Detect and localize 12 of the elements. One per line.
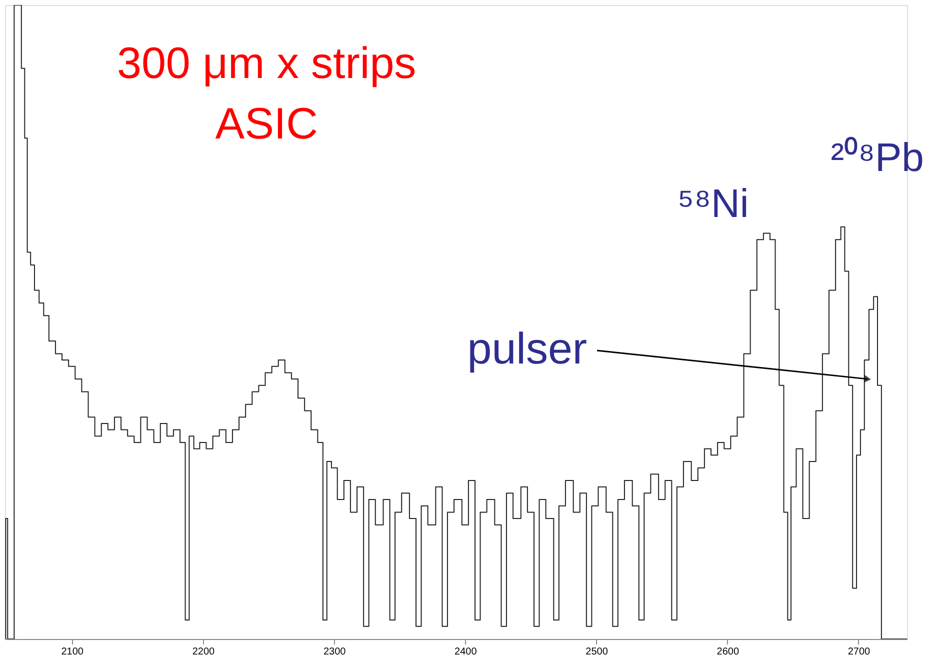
x-tick-label: 2700 (848, 646, 871, 658)
annotation: ²⁰⁸Pb (830, 136, 924, 180)
x-tick-label: 2300 (323, 646, 346, 658)
x-tick-label: 2500 (586, 646, 608, 658)
annotation: 300 μm x strips (116, 39, 416, 88)
annotation: ⁵⁸Ni (677, 182, 749, 226)
annotation: pulser (467, 324, 588, 374)
annotation: ASIC (215, 99, 318, 148)
x-tick-label: 2400 (454, 646, 478, 658)
x-tick-label: 2600 (716, 646, 740, 658)
x-tick-label: 2100 (61, 646, 84, 658)
x-tick-label: 2200 (192, 646, 216, 658)
